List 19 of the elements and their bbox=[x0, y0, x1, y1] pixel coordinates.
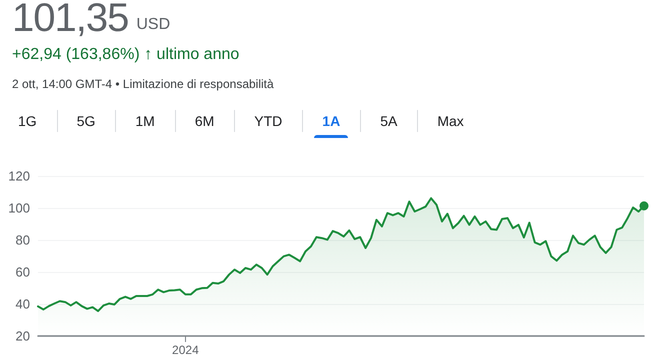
text: 1G bbox=[18, 113, 37, 129]
text: 5G bbox=[76, 113, 96, 129]
y-tick-label: 80 bbox=[16, 232, 30, 248]
y-tick-label: 40 bbox=[16, 296, 30, 312]
text: 5A bbox=[380, 113, 398, 129]
text: YTD bbox=[254, 113, 282, 129]
text: Max bbox=[437, 113, 464, 129]
text: USD bbox=[136, 16, 170, 34]
y-tick-label: 120 bbox=[8, 168, 30, 184]
text: 1A bbox=[322, 113, 340, 129]
text: 2 ott, 14:00 GMT-4 • Limitazione di responsabilità bbox=[12, 77, 274, 91]
x-tick-label: 2024 bbox=[172, 343, 200, 357]
text: 1M bbox=[135, 113, 155, 129]
y-tick-label: 100 bbox=[8, 200, 30, 216]
y-tick-label: 20 bbox=[16, 328, 30, 344]
chart-title: 101,35 bbox=[12, 0, 128, 41]
chart-subtitle: +62,94 (163,86%) ↑ ultimo anno bbox=[12, 46, 240, 64]
text: 6M bbox=[194, 113, 214, 129]
y-tick-label: 60 bbox=[16, 264, 30, 280]
